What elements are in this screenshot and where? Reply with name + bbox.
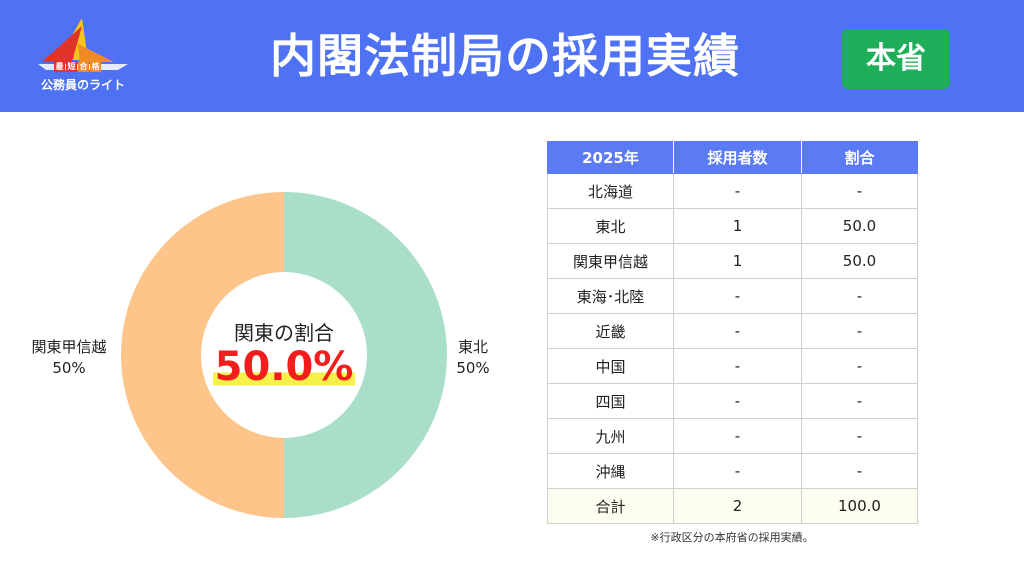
footnote: ※行政区分の本府省の採用実績。 — [650, 531, 814, 544]
table-cell: 四国 — [547, 383, 674, 419]
table-cell: - — [801, 313, 918, 349]
table-cell: - — [801, 278, 918, 314]
results-table-wrap: 2025年 採用者数 割合 北海道 - - 東北 1 50.0 関東甲信越 1 … — [547, 141, 918, 524]
table-cell: - — [673, 453, 802, 489]
logo-badge-char: 最 — [54, 61, 65, 72]
slice-label-tohoku: 東北 50% — [438, 337, 508, 379]
slice-label-value: 50% — [52, 359, 86, 377]
table-cell: - — [801, 453, 918, 489]
table-row: 近畿 - - — [547, 313, 918, 349]
results-table: 2025年 採用者数 割合 北海道 - - 東北 1 50.0 関東甲信越 1 … — [547, 141, 918, 524]
table-cell: - — [673, 348, 802, 384]
table-cell: - — [801, 173, 918, 209]
table-cell: - — [673, 383, 802, 419]
slice-label-kanto: 関東甲信越 50% — [14, 337, 124, 379]
table-cell: 東北 — [547, 208, 674, 244]
table-cell: 50.0 — [801, 243, 918, 279]
category-badge: 本省 — [842, 29, 950, 89]
table-header-row: 2025年 採用者数 割合 — [547, 141, 918, 174]
donut-slice-kanto — [121, 192, 284, 518]
donut-slice-tohoku — [284, 192, 447, 518]
donut-svg — [121, 192, 447, 518]
table-cell: - — [673, 313, 802, 349]
table-row: 東北 1 50.0 — [547, 208, 918, 244]
table-cell: 2 — [673, 488, 802, 524]
table-cell: - — [673, 173, 802, 209]
table-cell: 50.0 — [801, 208, 918, 244]
table-cell: 関東甲信越 — [547, 243, 674, 279]
table-cell: 沖縄 — [547, 453, 674, 489]
logo-badge: 最 短 合 格 — [54, 61, 101, 72]
column-header: 採用者数 — [673, 141, 802, 174]
logo: 最 短 合 格 公務員のライト — [28, 14, 138, 96]
table-cell: - — [673, 418, 802, 454]
table-cell: - — [801, 418, 918, 454]
table-cell: 北海道 — [547, 173, 674, 209]
table-cell: 100.0 — [801, 488, 918, 524]
table-row: 北海道 - - — [547, 173, 918, 209]
header-bar: 最 短 合 格 公務員のライト 内閣法制局の採用実績 本省 — [0, 0, 1024, 112]
table-cell: - — [801, 348, 918, 384]
center-value-wrap: 50.0% — [204, 344, 364, 390]
donut-chart: 関東の割合 50.0% 関東甲信越 50% 東北 50% — [0, 112, 540, 576]
table-cell: 1 — [673, 208, 802, 244]
slice-label-value: 50% — [456, 359, 490, 377]
table-cell: 九州 — [547, 418, 674, 454]
table-cell: 近畿 — [547, 313, 674, 349]
center-label: 関東の割合 — [234, 321, 334, 345]
slice-label-name: 東北 — [457, 338, 488, 356]
table-cell: - — [801, 383, 918, 419]
table-row: 東海･北陸 - - — [547, 278, 918, 314]
table-row: 関東甲信越 1 50.0 — [547, 243, 918, 279]
table-cell: 中国 — [547, 348, 674, 384]
logo-badge-char: 合 — [78, 61, 89, 72]
table-row: 九州 - - — [547, 418, 918, 454]
table-cell: 合計 — [547, 488, 674, 524]
page-title: 内閣法制局の採用実績 — [270, 29, 740, 83]
slice-label-name: 関東甲信越 — [31, 338, 107, 356]
table-cell: - — [673, 278, 802, 314]
center-value: 50.0% — [212, 344, 356, 390]
table-row: 中国 - - — [547, 348, 918, 384]
column-header: 割合 — [801, 141, 918, 174]
logo-name: 公務員のライト — [40, 78, 125, 92]
table-cell: 東海･北陸 — [547, 278, 674, 314]
logo-badge-char: 短 — [66, 61, 77, 72]
table-cell: 1 — [673, 243, 802, 279]
table-row: 四国 - - — [547, 383, 918, 419]
table-row: 沖縄 - - — [547, 453, 918, 489]
column-header: 2025年 — [547, 141, 674, 174]
logo-badge-char: 格 — [90, 61, 101, 72]
table-total-row: 合計 2 100.0 — [547, 488, 918, 524]
